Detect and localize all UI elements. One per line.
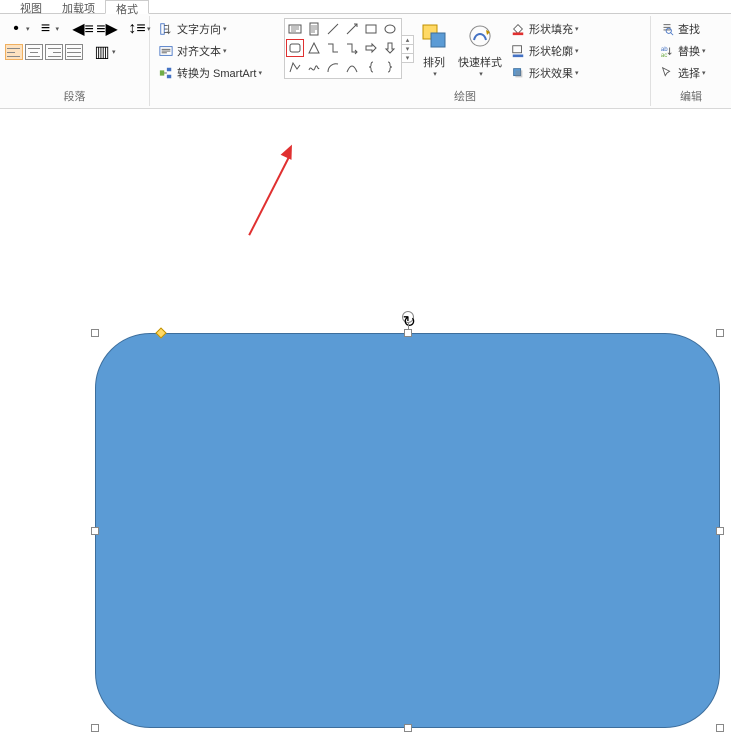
- columns-icon: ▥: [94, 44, 110, 60]
- shape-connector-elbow-arrow[interactable]: [343, 39, 361, 57]
- decrease-indent-button[interactable]: ◀≡: [72, 19, 94, 39]
- text-direction-label: 文字方向: [177, 21, 221, 37]
- arrange-button[interactable]: 排列: [414, 18, 454, 80]
- text-direction-button[interactable]: 文字方向: [155, 19, 275, 39]
- shape-fill-label: 形状填充: [529, 21, 573, 37]
- arrange-label: 排列: [423, 54, 445, 70]
- shape-outline-icon: [510, 43, 526, 59]
- resize-handle-w[interactable]: [91, 527, 99, 535]
- shape-effects-icon: [510, 65, 526, 81]
- slide-canvas[interactable]: ↻: [0, 109, 731, 633]
- shape-rectangle[interactable]: [362, 20, 380, 38]
- tab-format[interactable]: 格式: [105, 0, 149, 14]
- group-text-tools: 文字方向 对齐文本 转换为 SmartArt: [150, 16, 280, 106]
- shape-fill-button[interactable]: 形状填充: [507, 19, 582, 39]
- shape-left-brace[interactable]: [362, 58, 380, 76]
- select-button[interactable]: 选择: [656, 63, 726, 83]
- shape-outline-label: 形状轮廓: [529, 43, 573, 59]
- align-text-label: 对齐文本: [177, 43, 221, 59]
- shape-curve[interactable]: [343, 58, 361, 76]
- shape-textbox-v[interactable]: [305, 20, 323, 38]
- arrange-icon: [418, 20, 450, 52]
- quick-styles-label: 快速样式: [458, 54, 502, 70]
- annotation-arrow: [248, 155, 291, 236]
- shape-outline-button[interactable]: 形状轮廓: [507, 41, 582, 61]
- find-label: 查找: [678, 21, 700, 37]
- align-text-icon: [158, 43, 174, 59]
- resize-handle-ne[interactable]: [716, 329, 724, 337]
- shape-right-brace[interactable]: [381, 58, 399, 76]
- convert-smartart-label: 转换为 SmartArt: [177, 65, 256, 81]
- numbering-button[interactable]: ≡: [35, 19, 63, 39]
- group-label-drawing: 绘图: [284, 88, 646, 106]
- numbering-icon: ≡: [38, 21, 54, 37]
- smartart-icon: [158, 65, 174, 81]
- bullets-button[interactable]: •: [5, 19, 33, 39]
- shape-effects-button[interactable]: 形状效果: [507, 63, 582, 83]
- gallery-more[interactable]: ▾: [402, 54, 413, 62]
- align-justify-button[interactable]: [65, 44, 83, 60]
- resize-handle-e[interactable]: [716, 527, 724, 535]
- align-left-button[interactable]: [5, 44, 23, 60]
- shape-triangle[interactable]: [305, 39, 323, 57]
- convert-smartart-button[interactable]: 转换为 SmartArt: [155, 63, 275, 83]
- shape-rounded-rectangle[interactable]: [286, 39, 304, 57]
- shapes-gallery[interactable]: ▴ ▾ ▾: [284, 18, 414, 79]
- replace-icon: abac: [659, 43, 675, 59]
- shape-arrow-down[interactable]: [381, 39, 399, 57]
- shape-fill-icon: [510, 21, 526, 37]
- replace-label: 替换: [678, 43, 700, 59]
- increase-indent-icon: ≡▶: [99, 21, 115, 37]
- resize-handle-nw[interactable]: [91, 329, 99, 337]
- group-label-editing: 编辑: [655, 88, 727, 106]
- group-paragraph: • ≡ ◀≡ ≡▶ ↕≡ ▥ 段落: [0, 16, 150, 106]
- shape-line[interactable]: [324, 20, 342, 38]
- quick-styles-icon: [464, 20, 496, 52]
- rounded-rectangle-shape[interactable]: [95, 333, 720, 728]
- select-icon: [659, 65, 675, 81]
- text-direction-icon: [158, 21, 174, 37]
- tab-view[interactable]: 视图: [10, 0, 52, 13]
- shape-freeform[interactable]: [286, 58, 304, 76]
- group-drawing: ▴ ▾ ▾ 排列 快速样式 形状填充: [280, 16, 651, 106]
- quick-styles-button[interactable]: 快速样式: [454, 18, 506, 80]
- find-icon: [659, 21, 675, 37]
- bullets-icon: •: [8, 21, 24, 37]
- gallery-scroll-down[interactable]: ▾: [402, 45, 413, 54]
- shape-arc[interactable]: [324, 58, 342, 76]
- columns-button[interactable]: ▥: [91, 42, 119, 62]
- rotation-handle[interactable]: ↻: [402, 311, 414, 323]
- shape-oval[interactable]: [381, 20, 399, 38]
- line-spacing-icon: ↕≡: [129, 21, 145, 37]
- ribbon: • ≡ ◀≡ ≡▶ ↕≡ ▥ 段落 文字方向: [0, 14, 731, 109]
- tab-addins[interactable]: 加载项: [52, 0, 105, 13]
- shape-scribble[interactable]: [305, 58, 323, 76]
- shape-textbox-h[interactable]: [286, 20, 304, 38]
- gallery-scroll-up[interactable]: ▴: [402, 36, 413, 45]
- align-center-button[interactable]: [25, 44, 43, 60]
- shape-connector-elbow[interactable]: [324, 39, 342, 57]
- ribbon-tabs: 视图 加载项 格式: [0, 0, 731, 14]
- replace-button[interactable]: abac 替换: [656, 41, 726, 61]
- select-label: 选择: [678, 65, 700, 81]
- decrease-indent-icon: ◀≡: [75, 21, 91, 37]
- shape-effects-label: 形状效果: [529, 65, 573, 81]
- svg-text:ac: ac: [661, 52, 667, 58]
- align-text-button[interactable]: 对齐文本: [155, 41, 275, 61]
- increase-indent-button[interactable]: ≡▶: [96, 19, 118, 39]
- shape-arrow-line[interactable]: [343, 20, 361, 38]
- resize-handle-sw[interactable]: [91, 724, 99, 732]
- resize-handle-se[interactable]: [716, 724, 724, 732]
- shape-arrow-right[interactable]: [362, 39, 380, 57]
- find-button[interactable]: 查找: [656, 19, 726, 39]
- align-right-button[interactable]: [45, 44, 63, 60]
- resize-handle-s[interactable]: [404, 724, 412, 732]
- resize-handle-n[interactable]: [404, 329, 412, 337]
- selected-shape[interactable]: ↻: [95, 333, 720, 728]
- group-label-paragraph: 段落: [4, 88, 145, 106]
- group-editing: 查找 abac 替换 选择 编辑: [651, 16, 731, 106]
